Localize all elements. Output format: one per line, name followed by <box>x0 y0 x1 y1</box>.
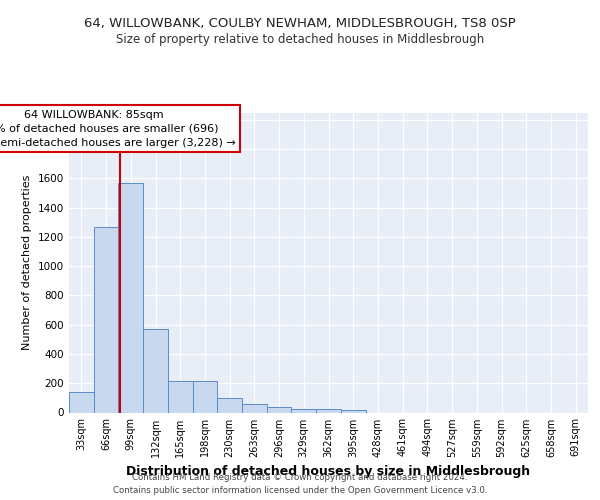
Bar <box>217 398 242 412</box>
Bar <box>69 392 94 412</box>
Bar <box>143 329 168 412</box>
Bar <box>168 381 193 412</box>
Bar <box>267 406 292 412</box>
Bar <box>242 404 267 412</box>
Bar <box>316 409 341 412</box>
Text: Contains HM Land Registry data © Crown copyright and database right 2024.
Contai: Contains HM Land Registry data © Crown c… <box>113 474 487 495</box>
Bar <box>292 409 316 412</box>
Text: 64 WILLOWBANK: 85sqm
← 18% of detached houses are smaller (696)
82% of semi-deta: 64 WILLOWBANK: 85sqm ← 18% of detached h… <box>0 110 236 148</box>
Bar <box>193 381 217 412</box>
Text: 64, WILLOWBANK, COULBY NEWHAM, MIDDLESBROUGH, TS8 0SP: 64, WILLOWBANK, COULBY NEWHAM, MIDDLESBR… <box>84 18 516 30</box>
Bar <box>118 182 143 412</box>
Bar <box>94 226 118 412</box>
Bar <box>341 410 365 412</box>
Text: Size of property relative to detached houses in Middlesbrough: Size of property relative to detached ho… <box>116 32 484 46</box>
Y-axis label: Number of detached properties: Number of detached properties <box>22 175 32 350</box>
X-axis label: Distribution of detached houses by size in Middlesbrough: Distribution of detached houses by size … <box>127 465 530 478</box>
